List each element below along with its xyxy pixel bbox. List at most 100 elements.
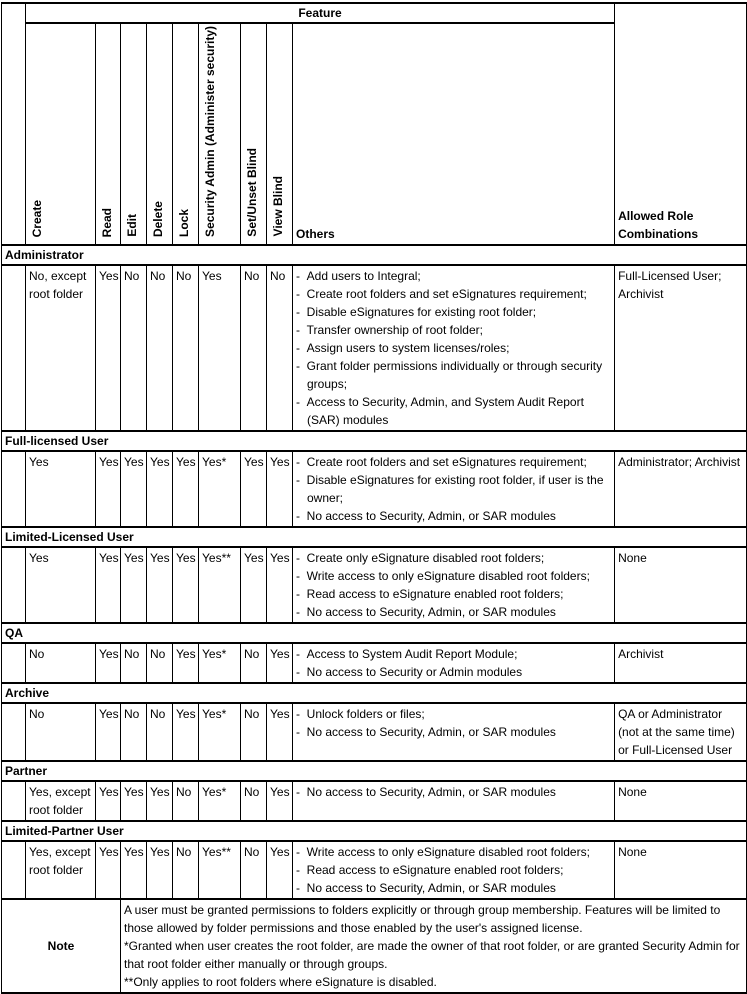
feature-value: Yes	[146, 450, 173, 528]
others-item-text: Grant folder permissions individually or…	[306, 358, 603, 391]
role-name: Limited-Partner User	[0, 819, 747, 842]
column-header: Set/Unset Blind	[240, 22, 267, 246]
others-item-text: No access to Security, Admin, or SAR mod…	[306, 604, 556, 619]
others-item: - Write access to only eSignature disabl…	[296, 568, 590, 583]
feature-value: Yes*	[198, 450, 241, 528]
feature-value: No	[120, 702, 147, 762]
feature-value: Yes	[120, 840, 147, 900]
others-item-text: Write access to only eSignature disabled…	[306, 844, 590, 859]
feature-value: Yes	[95, 702, 121, 762]
others-item: - Write access to only eSignature disabl…	[296, 844, 590, 859]
others-item: - No access to Security, Admin, or SAR m…	[296, 724, 556, 739]
feature-value: No	[172, 264, 199, 432]
table-row: Yes, except root folder Yes Yes Yes No Yes* No…	[1, 780, 747, 822]
feature-value: Yes	[172, 642, 199, 684]
feature-value: Yes	[240, 546, 267, 624]
feature-value: Yes, except root folder	[25, 840, 96, 900]
others-item-text: Read access to eSignature enabled root f…	[306, 586, 564, 601]
others-item-text: Create root folders and set eSignatures …	[306, 286, 587, 301]
indent-cell	[1, 264, 26, 432]
feature-value: Yes	[95, 546, 121, 624]
others-cell: - Create only eSignature disabled root f…	[291, 546, 616, 624]
feature-value: No	[240, 840, 267, 900]
allowed-roles: QA or Administrator (not at the same tim…	[614, 702, 747, 762]
feature-value: Yes	[198, 264, 241, 432]
indent-cell	[1, 780, 26, 822]
others-item: - Create root folders and set eSignature…	[296, 286, 587, 301]
column-header: Read	[95, 22, 121, 246]
feature-value: No	[240, 702, 267, 762]
feature-value: No	[120, 642, 147, 684]
role-heading-row: QA	[0, 621, 747, 644]
others-item-text: Add users to Integral;	[306, 268, 421, 283]
column-header: Security Admin (Administer security)	[198, 22, 241, 246]
role-heading-row: Administrator	[0, 243, 747, 266]
others-item: - Unlock folders or files;	[296, 706, 425, 721]
feature-value: Yes	[95, 642, 121, 684]
feature-value: Yes	[172, 546, 199, 624]
feature-value: Yes*	[198, 780, 241, 822]
others-item-text: Create root folders and set eSignatures …	[306, 454, 587, 469]
others-item: - Grant folder permissions individually …	[296, 358, 603, 391]
feature-value: Yes**	[198, 546, 241, 624]
role-heading-row: Limited-Partner User	[0, 819, 747, 842]
feature-value: Yes	[146, 780, 173, 822]
feature-value: No	[172, 840, 199, 900]
role-name: Full-licensed User	[0, 429, 747, 452]
feature-value: No	[240, 780, 267, 822]
feature-value: Yes	[95, 450, 121, 528]
others-item: - Disable eSignatures for existing root …	[296, 472, 604, 505]
role-name: Archive	[0, 681, 747, 704]
others-cell: - Unlock folders or files; - No access to…	[291, 702, 616, 762]
indent-cell	[1, 450, 26, 528]
column-header-label: Set/Unset Blind	[245, 148, 259, 237]
table-row: No Yes No No Yes Yes* No Yes - Access to System …	[1, 642, 747, 684]
feature-value: No	[120, 264, 147, 432]
feature-value: Yes	[146, 840, 173, 900]
others-item-text: No access to Security or Admin modules	[306, 664, 523, 679]
feature-value: Yes*	[198, 642, 241, 684]
others-item-text: Access to Security, Admin, and System Au…	[306, 394, 584, 427]
others-item-text: No access to Security, Admin, or SAR mod…	[306, 880, 556, 895]
others-item-text: Assign users to system licenses/roles;	[306, 340, 510, 355]
feature-value: Yes	[266, 546, 293, 624]
feature-value: Yes	[120, 546, 147, 624]
column-header-label: Lock	[177, 208, 191, 237]
allowed-roles: None	[614, 840, 747, 900]
others-item-text: Disable eSignatures for existing root fo…	[306, 472, 604, 505]
feature-value: Yes	[266, 450, 293, 528]
others-item: - Read access to eSignature enabled root…	[296, 862, 564, 877]
note-line: A user must be granted permissions to fo…	[124, 902, 721, 935]
others-item-text: Disable eSignatures for existing root fo…	[306, 304, 537, 319]
note-text: A user must be granted permissions to fo…	[119, 897, 747, 994]
note-line: *Granted when user creates the root fold…	[124, 938, 740, 971]
feature-value: No	[25, 642, 96, 684]
feature-value: No	[172, 780, 199, 822]
others-cell: - No access to Security, Admin, or SAR m…	[291, 780, 616, 822]
feature-value: No, except root folder	[25, 264, 96, 432]
feature-value: Yes	[120, 780, 147, 822]
feature-value: Yes	[25, 450, 96, 528]
role-name: Partner	[0, 759, 747, 782]
feature-value: Yes	[95, 840, 121, 900]
column-header-label: Read	[100, 207, 114, 237]
feature-value: Yes**	[198, 840, 241, 900]
others-item: - Create only eSignature disabled root f…	[296, 550, 545, 565]
others-item-text: No access to Security, Admin, or SAR mod…	[306, 724, 556, 739]
feature-value: Yes	[95, 264, 121, 432]
role-heading-row: Archive	[0, 681, 747, 704]
feature-value: No	[146, 264, 173, 432]
feature-value: No	[146, 702, 173, 762]
role-name: Limited-Licensed User	[0, 525, 747, 548]
others-item: - Read access to eSignature enabled root…	[296, 586, 564, 601]
indent-cell	[1, 642, 26, 684]
others-cell: - Write access to only eSignature disabl…	[291, 840, 616, 900]
indent-cell	[1, 702, 26, 762]
others-item: - Transfer ownership of root folder;	[296, 322, 483, 337]
others-item-text: Create only eSignature disabled root fol…	[306, 550, 545, 565]
column-header-label: Security Admin (Administer security)	[203, 26, 217, 237]
column-header-label: Edit	[125, 214, 139, 237]
table-row: No, except root folder Yes No No No Yes No No - …	[1, 264, 747, 432]
feature-value: Yes	[266, 840, 293, 900]
